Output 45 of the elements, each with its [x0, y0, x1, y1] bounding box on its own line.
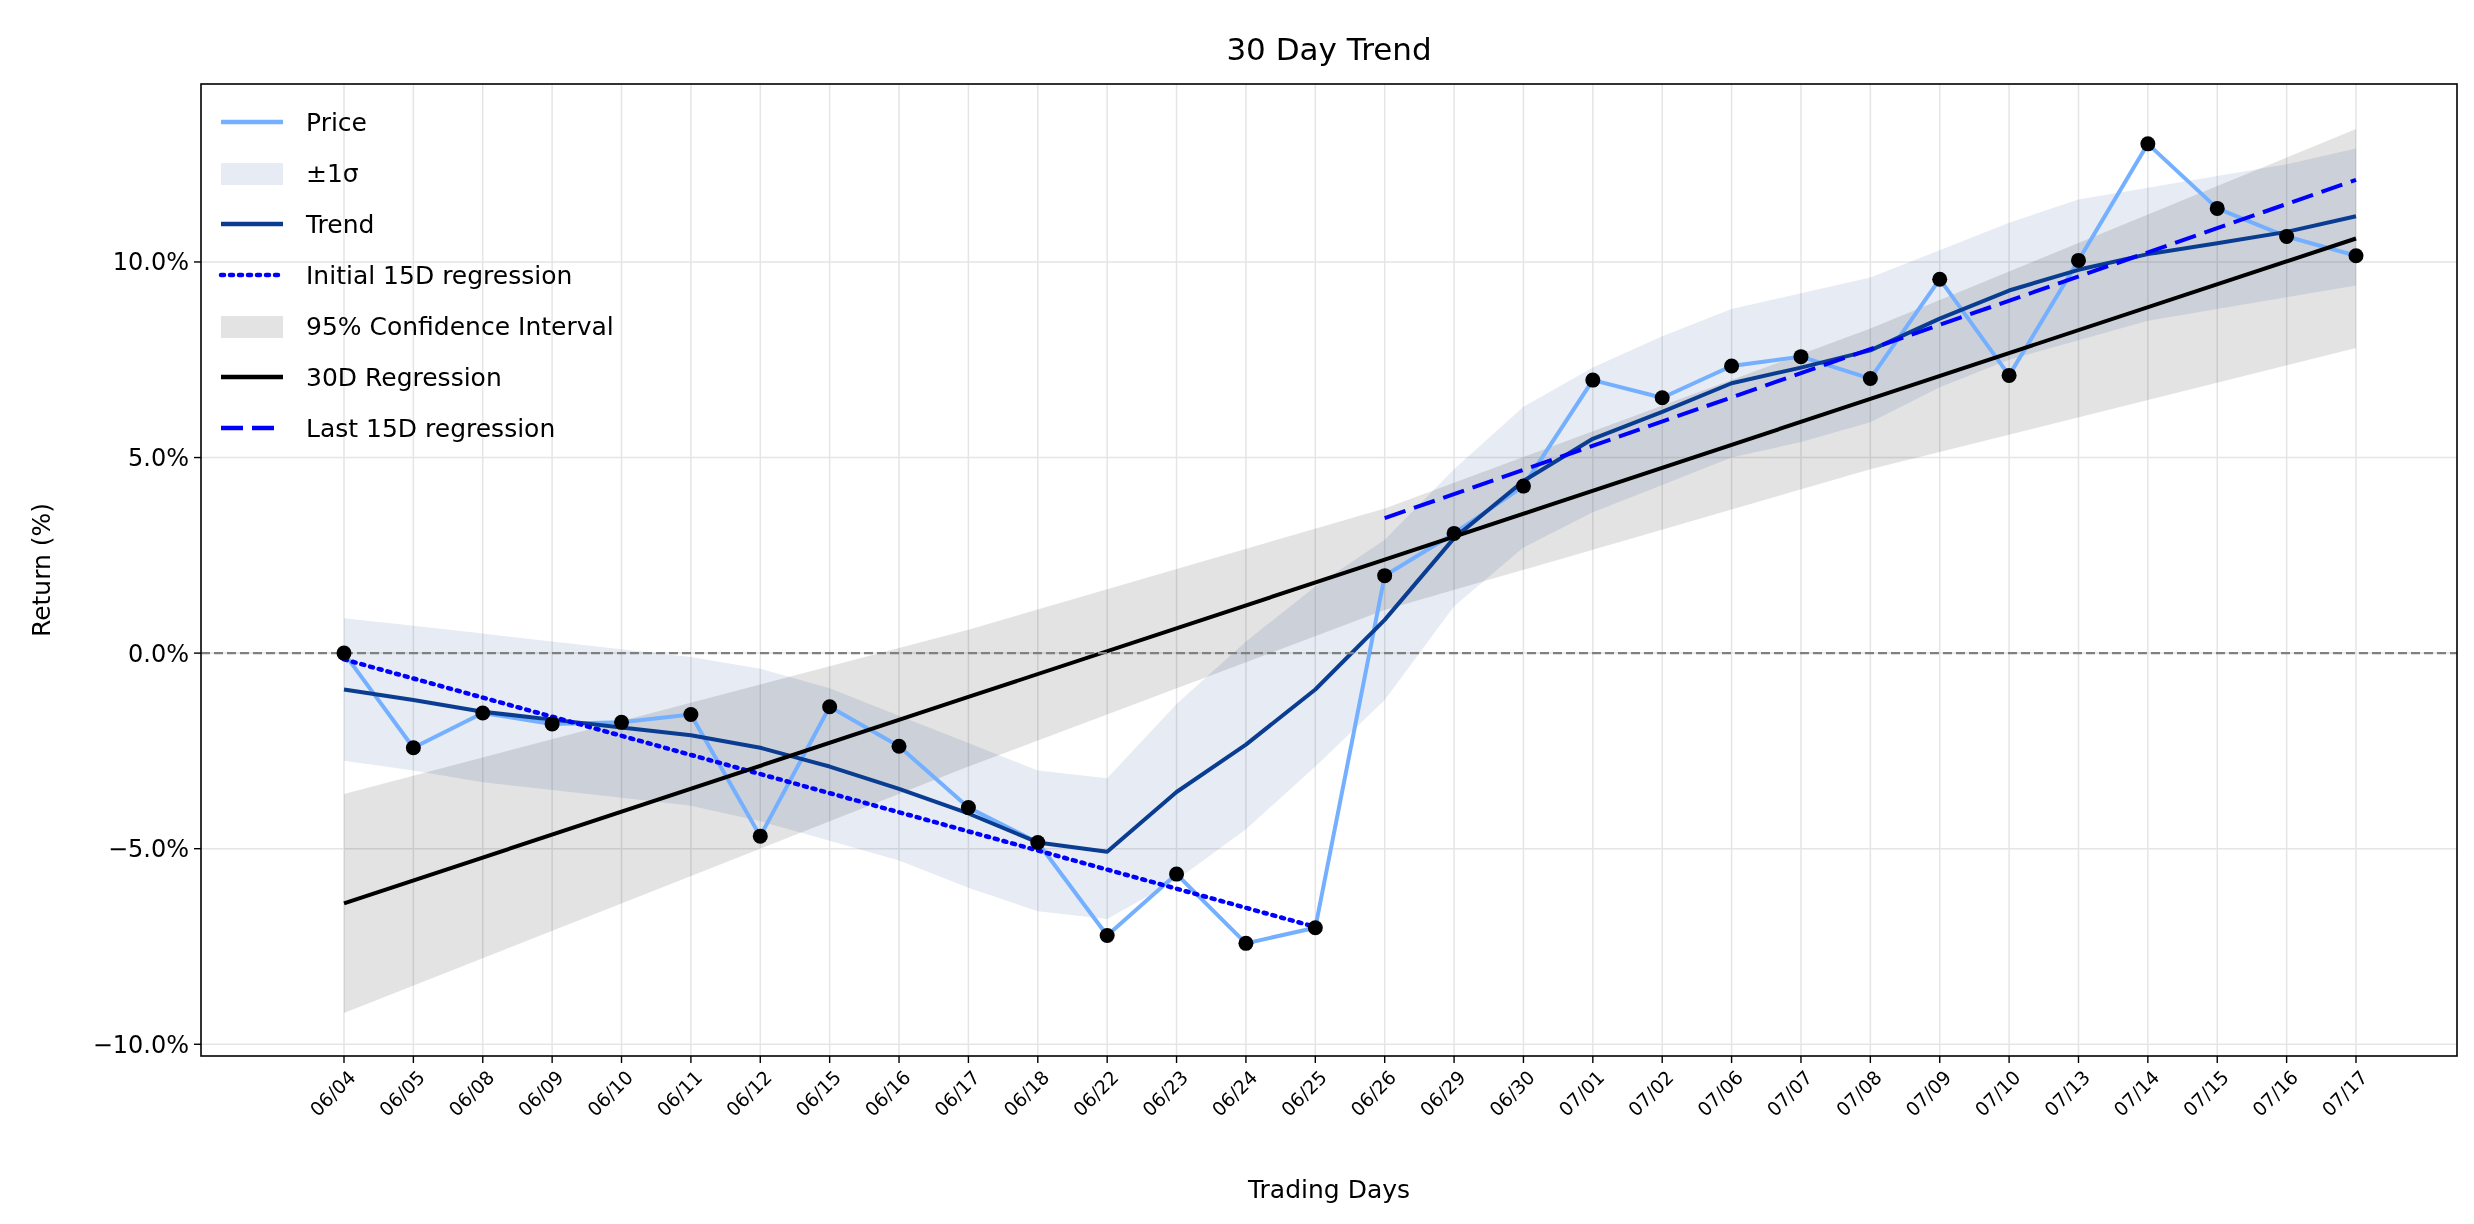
y-tick-label: 0.0%: [128, 639, 189, 668]
point: [2279, 229, 2295, 245]
point: [2070, 252, 2086, 268]
point: [2348, 248, 2364, 264]
y-axis-title: Return (%): [27, 502, 56, 638]
legend-label: 30D Regression: [306, 362, 502, 392]
point: [2140, 136, 2156, 152]
point: [1307, 920, 1323, 936]
point: [683, 707, 699, 723]
point: [1238, 935, 1254, 951]
y-tick-label: −10.0%: [92, 1030, 189, 1059]
annotation: ±1σ: [306, 158, 359, 188]
point: [405, 740, 421, 756]
point: [1862, 371, 1878, 387]
legend-label: Initial 15D regression: [306, 260, 573, 290]
y-tick-label: 10.0%: [112, 248, 189, 277]
point: [1377, 568, 1393, 584]
point: [1793, 349, 1809, 365]
annotation: 95% Confidence Interval: [306, 311, 614, 341]
point: [960, 800, 976, 816]
point: [1169, 866, 1185, 882]
legend-label: Last 15D regression: [306, 413, 556, 443]
chart-title: 30 Day Trend: [1226, 31, 1432, 67]
legend-label: Trend: [305, 209, 375, 239]
y-tick-label: −5.0%: [107, 835, 189, 864]
point: [1654, 390, 1670, 406]
legend-label: Price: [306, 107, 367, 137]
y-tick-label: 5.0%: [128, 443, 189, 472]
point: [1030, 834, 1046, 850]
point: [614, 714, 630, 730]
x-axis-title: Trading Days: [1246, 1175, 1411, 1204]
point: [336, 645, 352, 661]
point: [1515, 478, 1531, 494]
point: [2001, 367, 2017, 383]
point: [544, 716, 560, 732]
point: [1446, 525, 1462, 541]
point: [891, 738, 907, 754]
point: [752, 828, 768, 844]
point: [1099, 928, 1115, 944]
point: [475, 705, 491, 721]
point: [822, 699, 838, 715]
point: [1585, 372, 1601, 388]
point: [1932, 271, 1948, 287]
point: [2209, 200, 2225, 216]
point: [1724, 358, 1740, 374]
